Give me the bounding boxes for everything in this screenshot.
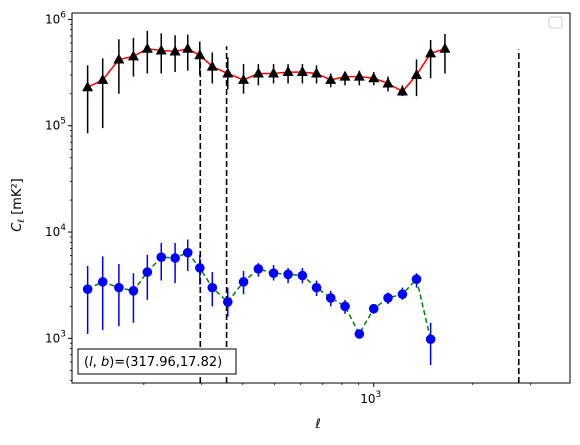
data-point: [325, 293, 336, 303]
data-point: [411, 274, 422, 285]
y-tick-label: 103: [45, 329, 66, 345]
data-point: [141, 42, 153, 53]
data-point: [311, 282, 322, 293]
data-point: [397, 289, 408, 300]
data-point: [194, 49, 206, 60]
data-point: [252, 67, 264, 78]
data-point: [156, 252, 167, 262]
data-point: [238, 73, 250, 84]
data-point: [182, 247, 193, 258]
y-axis-label-sub: ℓ: [17, 219, 27, 224]
legend-box: [548, 16, 563, 29]
data-point: [222, 297, 233, 307]
y-tick-label: 105: [45, 117, 66, 133]
data-point: [340, 301, 350, 312]
data-point: [268, 67, 280, 78]
data-point: [425, 47, 437, 58]
data-point: [353, 70, 365, 81]
data-point: [411, 69, 423, 80]
svg-text:(l, b)=(317.96,17.82): (l, b)=(317.96,17.82): [84, 355, 222, 370]
annotation-box: [77, 348, 237, 375]
data-point: [222, 67, 234, 78]
plot-area: [82, 30, 520, 383]
y-tick-label: 106: [45, 10, 66, 26]
annotation-l: l: [89, 355, 93, 370]
y-axis-label-main: C: [10, 222, 25, 232]
data-point: [97, 73, 109, 84]
data-point: [368, 303, 379, 314]
data-point: [425, 334, 436, 345]
data-point: [195, 263, 205, 273]
data-point: [82, 81, 94, 92]
data-point: [268, 268, 279, 278]
annotation-comma: ,: [93, 355, 101, 370]
data-point: [296, 66, 308, 77]
data-point: [97, 277, 108, 287]
data-point: [383, 293, 393, 303]
data-point: [170, 253, 180, 263]
data-point: [142, 267, 153, 277]
data-point: [113, 53, 125, 64]
axis-ticks: 103 104 105 106 103: [45, 10, 532, 406]
data-point: [253, 264, 264, 274]
data-point: [368, 72, 380, 83]
y-axis-label: Cℓ [mK²]: [10, 178, 27, 231]
axes-frame: [71, 12, 571, 384]
data-point: [182, 42, 194, 53]
y-axis-label-unit: [mK²]: [10, 178, 25, 215]
data-point: [311, 67, 323, 78]
data-point: [82, 284, 93, 294]
data-point: [439, 42, 451, 53]
x-axis-label: ℓ: [314, 417, 320, 432]
data-point: [206, 60, 218, 71]
data-point: [283, 269, 293, 280]
data-point: [155, 44, 167, 55]
x-tick-label: 103: [360, 390, 381, 406]
coordinate-annotation: (l, b)=(317.96,17.82): [77, 348, 237, 375]
svg-text:Cℓ [mK²]: Cℓ [mK²]: [10, 178, 27, 231]
data-point: [382, 77, 394, 88]
data-point: [207, 282, 218, 293]
annotation-value: )=(317.96,17.82): [109, 355, 222, 370]
data-point: [238, 277, 249, 287]
y-tick-label: 104: [45, 223, 66, 239]
data-point: [114, 282, 124, 293]
data-point: [325, 73, 337, 84]
annotation-b: b: [101, 355, 109, 370]
data-point: [396, 85, 408, 96]
data-point: [169, 45, 181, 56]
data-point: [339, 70, 351, 81]
data-point: [354, 329, 365, 339]
data-point: [127, 50, 139, 61]
data-point: [297, 270, 308, 281]
annotation-open: (: [84, 355, 89, 370]
data-point: [282, 66, 294, 77]
data-point: [128, 286, 139, 296]
